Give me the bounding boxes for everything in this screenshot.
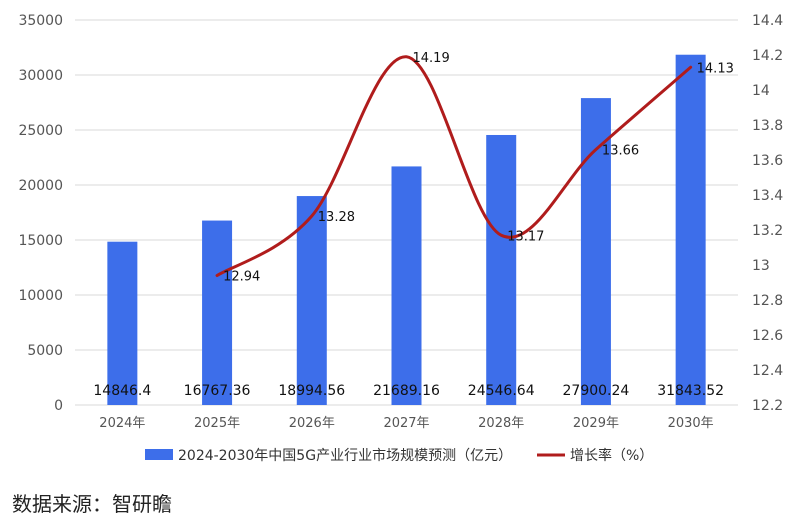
bar-value-label: 21689.16 (373, 383, 440, 399)
legend-line-label: 增长率（%） (570, 447, 653, 464)
right-y-tick-label: 12.2 (752, 398, 783, 414)
x-tick-label: 2030年 (668, 416, 714, 431)
line-value-label: 13.66 (602, 144, 639, 159)
right-y-tick-label: 14.2 (752, 48, 783, 64)
bar-series (107, 54, 706, 406)
bar-value-label: 24546.64 (468, 383, 535, 399)
source-note: 数据来源：智研瞻 (12, 492, 172, 516)
left-y-tick-label: 25000 (18, 123, 63, 139)
left-y-tick-label: 30000 (18, 68, 63, 84)
left-y-tick-label: 10000 (18, 288, 63, 304)
bar (202, 220, 233, 405)
line-value-label: 13.28 (318, 210, 355, 225)
left-y-tick-label: 15000 (18, 233, 63, 249)
right-y-tick-label: 12.6 (752, 328, 783, 344)
line-series (215, 55, 693, 277)
right-y-tick-label: 12.4 (752, 363, 783, 379)
left-y-tick-label: 35000 (18, 13, 63, 29)
bar-value-label: 18994.56 (278, 383, 345, 399)
left-y-tick-label: 0 (54, 398, 63, 414)
right-y-tick-label: 13.2 (752, 223, 783, 239)
line-value-label: 12.94 (223, 270, 260, 285)
bar (486, 134, 517, 406)
x-axis: 2024年 2025年 2026年 2027年 2028年 2029年 2030年 (99, 416, 713, 431)
bar-value-label: 27900.24 (563, 383, 630, 399)
right-y-tick-label: 13 (752, 258, 770, 274)
right-y-axis: 12.2 12.4 12.6 12.8 13 13.2 13.4 13.6 13.8 14 14.2… (752, 13, 783, 414)
right-y-tick-label: 13.8 (752, 118, 783, 134)
bar (675, 54, 706, 405)
left-y-axis: 0 5000 10000 15000 20000 25000 30000 35000 (18, 13, 63, 414)
x-tick-label: 2027年 (383, 416, 429, 431)
left-y-tick-label: 20000 (18, 178, 63, 194)
line-value-label: 14.13 (697, 61, 734, 76)
right-y-tick-label: 14 (752, 83, 770, 99)
left-y-tick-label: 5000 (27, 343, 63, 359)
bar-value-label: 16767.36 (184, 383, 251, 399)
legend-bar-label: 2024-2030年中国5G产业行业市场规模预测（亿元） (178, 447, 512, 464)
bar-value-labels: 14846.4 16767.36 18994.56 21689.16 24546.64 2… (93, 383, 724, 399)
x-tick-label: 2025年 (194, 416, 240, 431)
x-tick-label: 2024年 (99, 416, 145, 431)
line-value-label: 14.19 (413, 51, 450, 66)
combo-chart: 14846.4 16767.36 18994.56 21689.16 24546.64 2… (18, 13, 783, 464)
right-y-tick-label: 14.4 (752, 13, 783, 29)
bar (107, 241, 138, 405)
right-y-tick-label: 13.6 (752, 153, 783, 169)
legend-bar-swatch (145, 449, 173, 460)
bar-value-label: 31843.52 (657, 383, 724, 399)
bar (391, 166, 422, 405)
right-y-tick-label: 12.8 (752, 293, 783, 309)
right-y-tick-label: 13.4 (752, 188, 783, 204)
x-tick-label: 2028年 (478, 416, 524, 431)
growth-rate-line (215, 55, 693, 277)
bar-value-label: 14846.4 (93, 383, 151, 399)
legend: 2024-2030年中国5G产业行业市场规模预测（亿元） 增长率（%） (145, 447, 653, 464)
x-tick-label: 2029年 (573, 416, 619, 431)
bar (296, 196, 327, 405)
line-value-labels: 12.94 13.28 14.19 13.17 13.66 14.13 (223, 51, 734, 285)
line-value-label: 13.17 (507, 229, 544, 244)
x-tick-label: 2026年 (289, 416, 335, 431)
